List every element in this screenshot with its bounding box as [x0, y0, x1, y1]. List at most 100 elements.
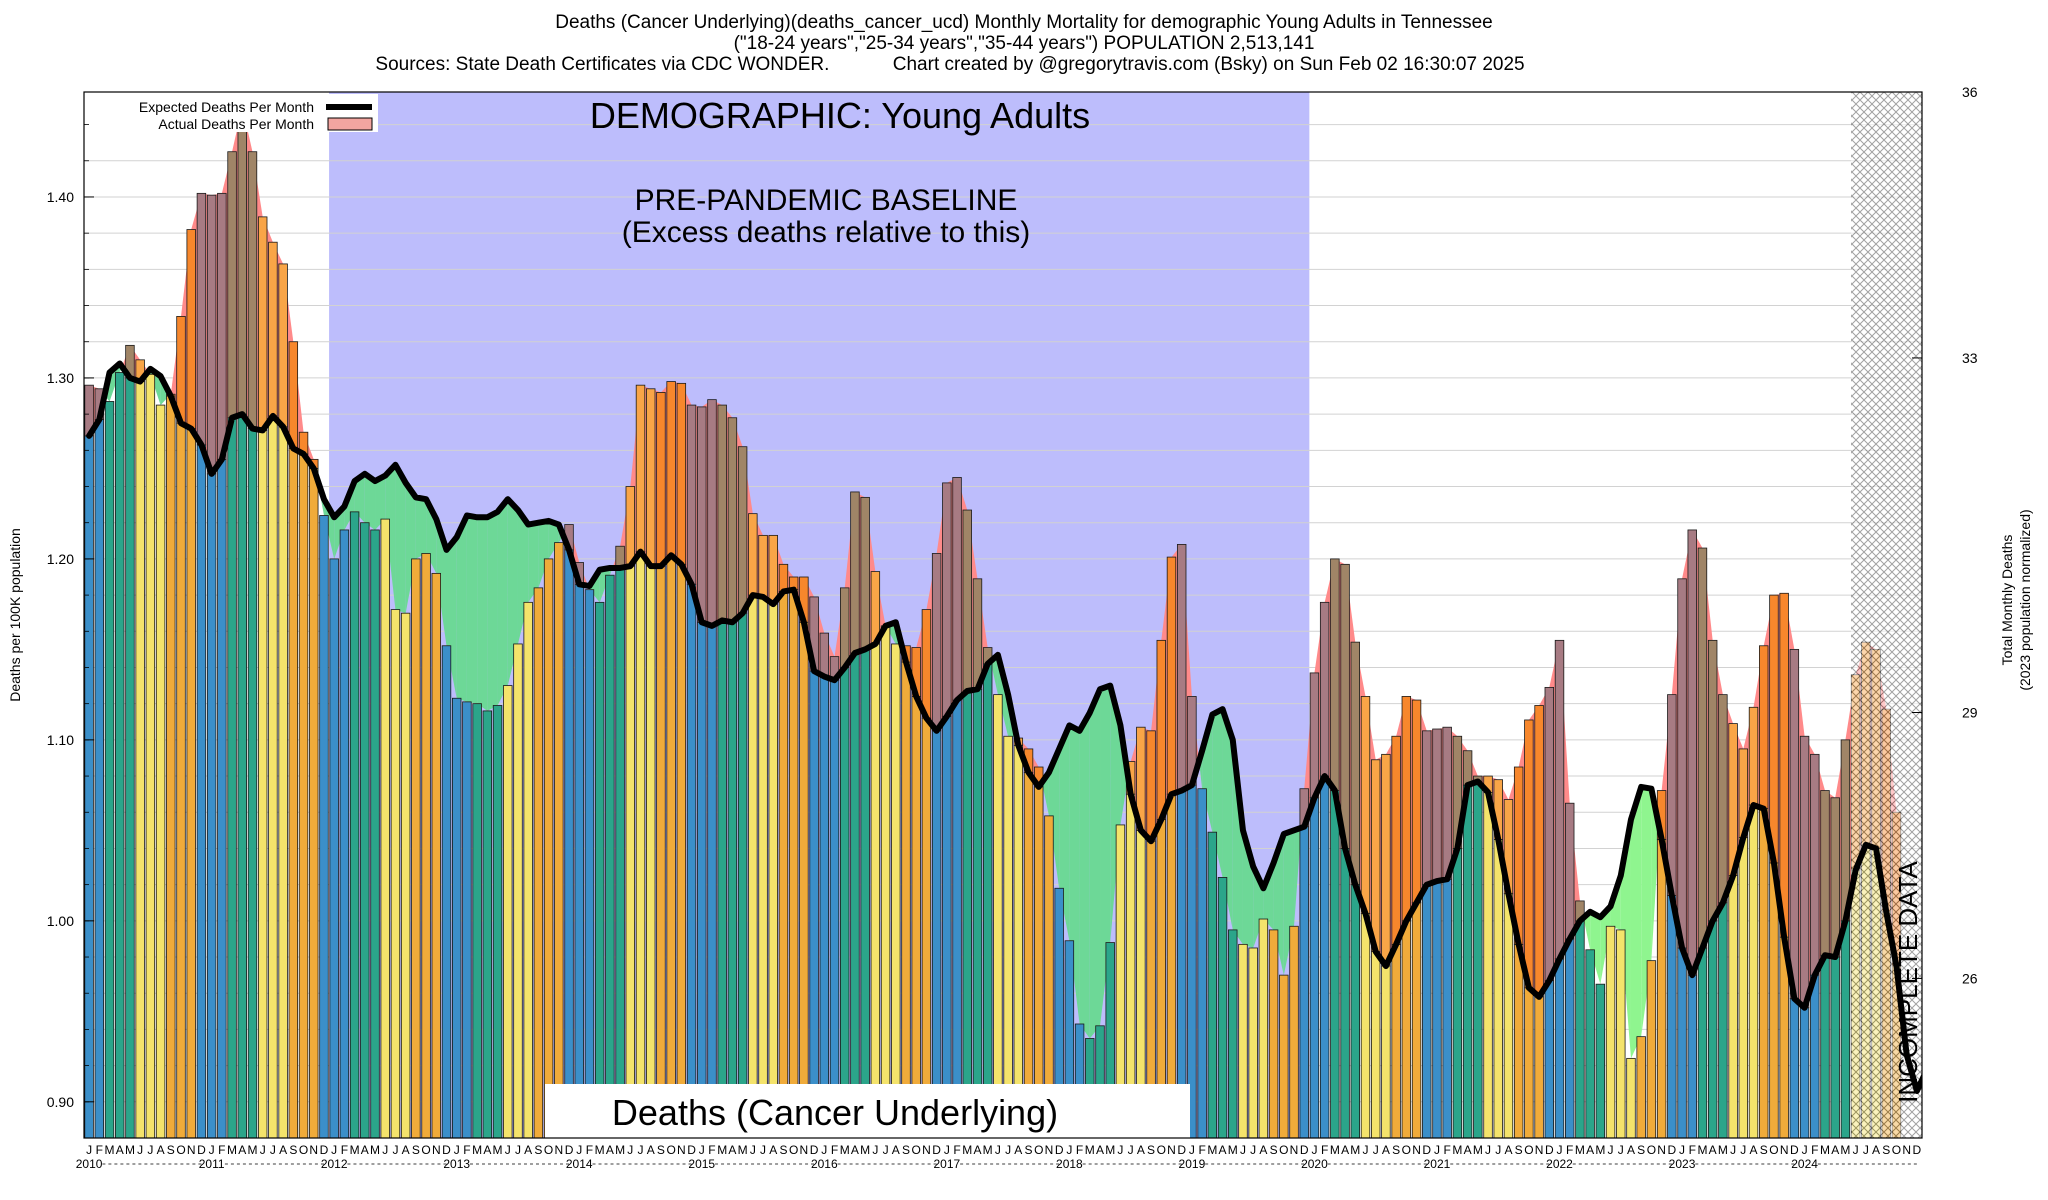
year-tick-label: 2017: [933, 1157, 960, 1171]
bar: [462, 701, 472, 1138]
month-tick-label: J: [515, 1143, 521, 1157]
deficit-area: [477, 517, 488, 711]
month-tick-label: J: [1608, 1143, 1614, 1157]
month-tick-label: A: [1096, 1143, 1104, 1157]
bar-excess: [850, 491, 860, 654]
month-tick-label: J: [147, 1143, 153, 1157]
bar: [697, 621, 707, 1138]
month-tick-label: M: [1718, 1143, 1728, 1157]
month-tick-label: A: [1137, 1143, 1145, 1157]
month-tick-label: A: [279, 1143, 287, 1157]
bar-excess: [758, 534, 768, 598]
month-tick-label: J: [944, 1143, 950, 1157]
bar: [737, 612, 748, 1138]
right-tick-label: 36: [1962, 84, 1978, 100]
bar: [1248, 947, 1258, 1138]
deficit-area: [548, 520, 559, 559]
month-tick-label: A: [524, 1143, 532, 1157]
month-tick-label: A: [361, 1143, 369, 1157]
left-tick-label: 1.20: [47, 551, 74, 567]
bar-excess: [1166, 556, 1177, 795]
bar-excess: [1677, 578, 1687, 949]
month-tick-label: M: [1330, 1143, 1340, 1157]
baseline-label-line1: PRE-PANDEMIC BASELINE: [635, 184, 1018, 217]
bar-excess: [737, 446, 748, 614]
bar-excess: [1534, 705, 1544, 998]
right-axis-title-line2: (2023 population normalized): [2017, 509, 2033, 690]
month-tick-label: N: [1412, 1143, 1421, 1157]
month-tick-label: M: [1697, 1143, 1707, 1157]
month-tick-label: M: [860, 1143, 870, 1157]
bar: [1595, 983, 1606, 1138]
bar: [390, 609, 401, 1138]
bar: [707, 625, 717, 1138]
right-axis-title-line1: Total Monthly Deaths: [1999, 535, 2015, 666]
month-tick-label: M: [472, 1143, 482, 1157]
bar: [860, 648, 870, 1138]
month-tick-label: M: [840, 1143, 850, 1157]
deficit-area: [538, 520, 549, 588]
bar: [809, 670, 819, 1138]
bar: [1840, 920, 1851, 1138]
bar: [1820, 954, 1830, 1138]
month-tick-label: D: [1055, 1143, 1064, 1157]
bar: [768, 603, 778, 1138]
bar: [901, 661, 911, 1138]
month-tick-label: A: [1464, 1143, 1472, 1157]
chart-title-block: Deaths (Cancer Underlying)(deaths_cancer…: [0, 12, 2048, 75]
year-tick-label: 2021: [1424, 1157, 1451, 1171]
bar: [349, 511, 360, 1138]
deficit-area: [466, 515, 478, 704]
bar: [891, 643, 901, 1138]
month-tick-label: S: [167, 1143, 175, 1157]
bar: [441, 645, 452, 1138]
bar: [829, 679, 840, 1138]
deficit-area: [405, 482, 416, 614]
month-tick-label: M: [1085, 1143, 1095, 1157]
bar: [1534, 996, 1544, 1138]
bar: [1309, 797, 1320, 1138]
bar: [952, 699, 962, 1138]
bar: [411, 558, 421, 1138]
month-tick-label: J: [1679, 1143, 1685, 1157]
month-tick-label: M: [247, 1143, 257, 1157]
bar: [880, 625, 891, 1138]
deficit-area: [1620, 819, 1631, 1059]
bar: [227, 417, 237, 1138]
month-tick-label: J: [382, 1143, 388, 1157]
month-tick-label: O: [1892, 1143, 1901, 1157]
month-tick-label: A: [1709, 1143, 1717, 1157]
month-tick-label: M: [370, 1143, 380, 1157]
bar: [206, 473, 217, 1138]
month-tick-label: M: [615, 1143, 625, 1157]
bar: [431, 572, 441, 1138]
bar: [1411, 902, 1422, 1138]
bar-excess: [1176, 544, 1187, 791]
bar: [1054, 887, 1064, 1138]
month-tick-label: F: [708, 1143, 715, 1157]
month-tick-label: M: [1452, 1143, 1462, 1157]
bar-excess: [1371, 759, 1381, 953]
legend-actual-swatch: [327, 117, 373, 131]
month-tick-label: N: [432, 1143, 441, 1157]
month-tick-label: A: [728, 1143, 736, 1157]
bar: [1207, 831, 1218, 1138]
bar-excess: [697, 406, 707, 623]
month-tick-label: S: [657, 1143, 665, 1157]
month-tick-label: J: [331, 1143, 337, 1157]
left-tick-label: 1.10: [47, 732, 74, 748]
bar: [1228, 929, 1238, 1138]
month-tick-label: J: [1618, 1143, 1624, 1157]
bar: [1064, 940, 1075, 1138]
month-tick-label: S: [534, 1143, 542, 1157]
bar-excess: [1544, 686, 1555, 981]
month-tick-label: D: [1790, 1143, 1799, 1157]
bar-excess: [237, 106, 247, 415]
bar: [298, 453, 309, 1138]
bar-excess: [1697, 547, 1708, 949]
bar-excess: [196, 192, 207, 446]
month-tick-label: O: [1034, 1143, 1043, 1157]
month-tick-label: A: [1831, 1143, 1839, 1157]
month-tick-label: F: [953, 1143, 960, 1157]
month-tick-label: A: [1382, 1143, 1390, 1157]
